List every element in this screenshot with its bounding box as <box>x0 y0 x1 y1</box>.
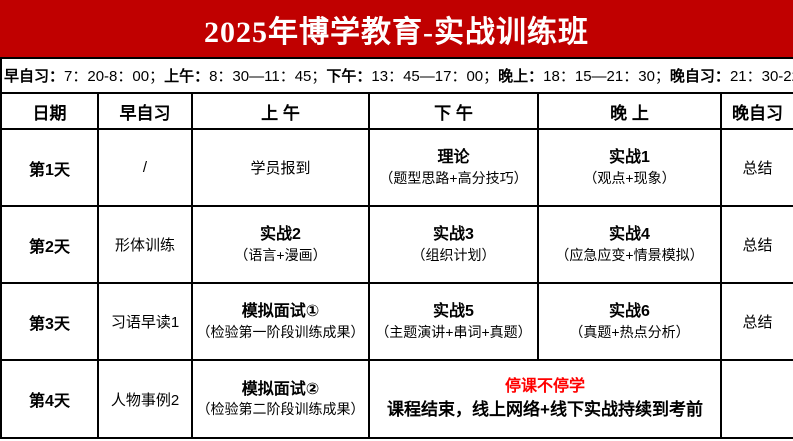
cell-day2-evening-title: 实战4 <box>609 226 650 244</box>
cell-day3-evening-title: 实战6 <box>609 303 650 321</box>
cell-day1-morning: 学员报到 <box>191 128 370 207</box>
cell-day4-notice: 停课不停学 课程结束，线上网络+线下实战持续到考前 <box>368 359 722 439</box>
col-header-date: 日期 <box>0 92 99 130</box>
page-title: 2025年博学教育-实战训练班 <box>204 15 589 49</box>
cell-day2-afternoon-title: 实战3 <box>433 226 474 244</box>
column-header-row: 日期 早自习 上 午 下 午 晚 上 晚自习 <box>0 92 793 130</box>
cell-day4-notice-title: 停课不停学 <box>504 377 585 395</box>
cell-day3-early-study: 习语早读1 <box>97 282 193 361</box>
time-seg-evening-label: 晚上： <box>498 68 544 85</box>
time-seg-night-label: 晚自习： <box>669 68 730 85</box>
time-seg-morning-value: 8：30—11：45； <box>209 68 327 85</box>
col-header-night-study: 晚自习 <box>719 92 793 130</box>
cell-day4-early-study: 人物事例2 <box>97 359 193 439</box>
cell-day2-evening: 实战4 （应急应变+情景模拟） <box>537 205 722 284</box>
table-row-day4: 第4天 人物事例2 模拟面试② （检验第二阶段训练成果） 停课不停学 课程结束，… <box>0 359 793 439</box>
cell-day1-date: 第1天 <box>0 128 99 207</box>
cell-day4-morning-title: 模拟面试② <box>241 380 320 398</box>
time-seg-evening-value: 18：15—21：30； <box>543 68 670 85</box>
table-row-day2: 第2天 形体训练 实战2 （语言+漫画） 实战3 （组织计划） 实战4 （应急应… <box>0 205 793 284</box>
cell-day1-early-study: / <box>97 128 193 207</box>
cell-day1-afternoon: 理论 （题型思路+高分技巧） <box>368 128 539 207</box>
cell-day3-evening: 实战6 （真题+热点分析） <box>537 282 722 361</box>
time-seg-night-value: 21：30-22：30 <box>729 68 793 85</box>
time-seg-morning-label: 上午： <box>164 68 210 85</box>
time-seg-afternoon-label: 下午： <box>326 68 372 85</box>
cell-day1-morning-title: 学员报到 <box>250 160 311 177</box>
cell-day2-date: 第2天 <box>0 205 99 284</box>
time-legend-cell: 早自习：7：20-8：00；上午：8：30—11：45；下午：13：45—17：… <box>0 57 793 94</box>
cell-day2-morning: 实战2 （语言+漫画） <box>191 205 370 284</box>
col-header-morning: 上 午 <box>191 92 370 130</box>
cell-day1-evening-title: 实战1 <box>609 149 650 167</box>
cell-day3-morning-subtitle: （检验第一阶段训练成果） <box>196 323 365 340</box>
cell-day2-morning-subtitle: （语言+漫画） <box>234 246 327 263</box>
time-legend-row: 早自习：7：20-8：00；上午：8：30—11：45；下午：13：45—17：… <box>0 57 793 94</box>
cell-day2-evening-subtitle: （应急应变+情景模拟） <box>555 246 704 263</box>
time-legend-text: 早自习：7：20-8：00；上午：8：30—11：45；下午：13：45—17：… <box>4 65 793 86</box>
cell-day1-afternoon-title: 理论 <box>437 149 470 167</box>
table-row-day1: 第1天 / 学员报到 理论 （题型思路+高分技巧） 实战1 （观点+现象） 总结 <box>0 128 793 207</box>
cell-day3-afternoon: 实战5 （主题演讲+串词+真题） <box>368 282 539 361</box>
col-header-early-study: 早自习 <box>97 92 193 130</box>
cell-day3-afternoon-subtitle: （主题演讲+串词+真题） <box>375 323 532 340</box>
schedule-table: 早自习：7：20-8：00；上午：8：30—11：45；下午：13：45—17：… <box>0 57 793 439</box>
cell-day2-early-study: 形体训练 <box>97 205 193 284</box>
cell-day1-afternoon-subtitle: （题型思路+高分技巧） <box>379 169 528 186</box>
col-header-evening: 晚 上 <box>537 92 722 130</box>
cell-day4-night-study <box>719 359 793 439</box>
cell-day3-evening-subtitle: （真题+热点分析） <box>569 323 690 340</box>
cell-day4-date: 第4天 <box>0 359 99 439</box>
cell-day1-evening: 实战1 （观点+现象） <box>537 128 722 207</box>
table-row-day3: 第3天 习语早读1 模拟面试① （检验第一阶段训练成果） 实战5 （主题演讲+串… <box>0 282 793 361</box>
time-seg-early-label: 早自习： <box>4 68 65 85</box>
cell-day2-afternoon: 实战3 （组织计划） <box>368 205 539 284</box>
cell-day3-morning: 模拟面试① （检验第一阶段训练成果） <box>191 282 370 361</box>
cell-day1-night-study: 总结 <box>719 128 793 207</box>
col-header-afternoon: 下 午 <box>368 92 539 130</box>
cell-day3-night-study: 总结 <box>719 282 793 361</box>
cell-day1-evening-subtitle: （观点+现象） <box>583 169 676 186</box>
cell-day4-morning-subtitle: （检验第二阶段训练成果） <box>196 401 365 418</box>
title-banner: 2025年博学教育-实战训练班 <box>0 0 793 57</box>
cell-day2-afternoon-subtitle: （组织计划） <box>411 246 496 263</box>
cell-day2-night-study: 总结 <box>719 205 793 284</box>
cell-day2-morning-title: 实战2 <box>260 226 301 244</box>
cell-day3-morning-title: 模拟面试① <box>241 303 320 321</box>
cell-day4-notice-subtitle: 课程结束，线上网络+线下实战持续到考前 <box>387 400 703 420</box>
cell-day4-morning: 模拟面试② （检验第二阶段训练成果） <box>191 359 370 439</box>
cell-day3-date: 第3天 <box>0 282 99 361</box>
time-seg-afternoon-value: 13：45—17：00； <box>371 68 499 85</box>
time-seg-early-value: 7：20-8：00； <box>64 68 165 85</box>
cell-day3-afternoon-title: 实战5 <box>433 303 474 321</box>
